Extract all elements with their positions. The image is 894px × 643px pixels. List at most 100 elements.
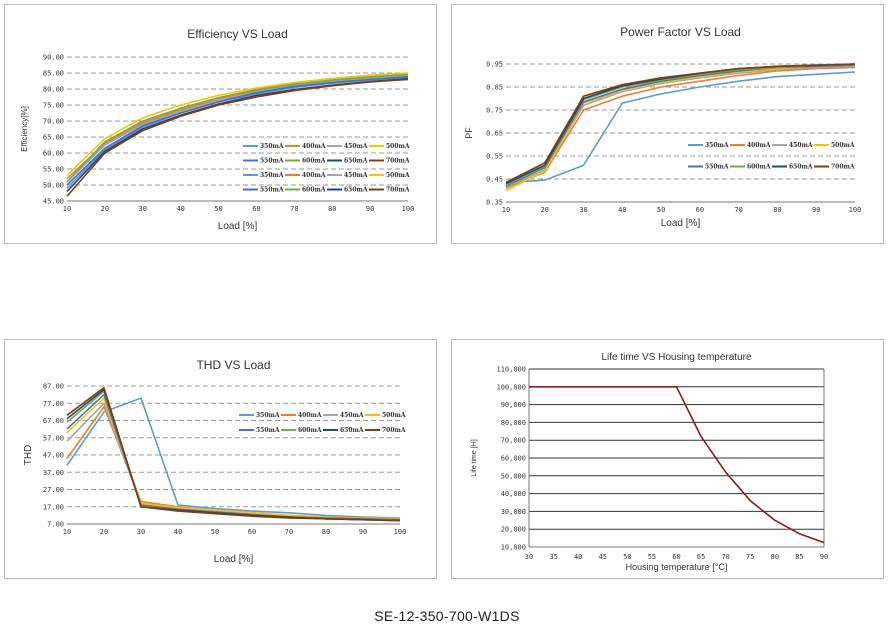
chart-title: THD VS Load bbox=[196, 358, 270, 372]
y-tick-label: 110,000 bbox=[496, 366, 526, 374]
y-tick-label: 0.75 bbox=[486, 107, 503, 115]
x-tick-label: 40 bbox=[174, 528, 182, 536]
x-tick-label: 75 bbox=[746, 553, 754, 561]
legend-label: 350mA bbox=[256, 412, 280, 419]
y-tick-label: 70,000 bbox=[501, 437, 526, 445]
legend-label: 500mA bbox=[386, 143, 410, 150]
y-tick-label: 50,000 bbox=[501, 472, 526, 480]
legend-label: 550mA bbox=[260, 187, 284, 194]
chart-title: Life time VS Housing temperature bbox=[601, 352, 752, 363]
power-factor-chart-panel: Power Factor VS Load 0.35 0.45 0.55 0.65 0.75… bbox=[451, 4, 884, 244]
legend-label: 700mA bbox=[382, 427, 406, 434]
x-tick-label: 40 bbox=[618, 206, 626, 214]
x-tick-label: 100 bbox=[849, 206, 862, 214]
lifetime-chart: Life time VS Housing temperature 10,000 20… bbox=[471, 352, 828, 572]
x-tick-label: 70 bbox=[734, 206, 742, 214]
y-tick-label: 0.65 bbox=[486, 130, 503, 138]
y-tick-label: 90.00 bbox=[43, 54, 64, 62]
x-tick-label: 30 bbox=[137, 528, 145, 536]
chart-title: Efficiency VS Load bbox=[187, 27, 288, 41]
y-tick-label: 0.45 bbox=[486, 176, 503, 184]
y-tick-label: 90,000 bbox=[501, 401, 526, 409]
y-tick-label: 50.00 bbox=[43, 182, 64, 190]
y-tick-label: 47.00 bbox=[43, 452, 64, 460]
legend-label: 450mA bbox=[344, 172, 368, 179]
x-tick-label: 80 bbox=[328, 205, 336, 213]
series-line-lifetime bbox=[529, 385, 825, 544]
y-tick-label: 37.00 bbox=[43, 469, 64, 477]
legend-label: 650mA bbox=[789, 164, 813, 171]
legend-label: 600mA bbox=[302, 158, 326, 165]
series-line-350mA bbox=[66, 397, 401, 519]
y-tick-label: 7.00 bbox=[47, 521, 64, 529]
y-tick-label: 10,000 bbox=[501, 544, 526, 552]
y-tick-label: 27.00 bbox=[43, 486, 64, 494]
legend-label: 650mA bbox=[344, 187, 368, 194]
y-tick-label: 45.00 bbox=[43, 198, 64, 206]
series-line-400mA bbox=[505, 66, 856, 189]
series-line-400mA bbox=[66, 405, 401, 520]
x-tick-label: 30 bbox=[579, 206, 587, 214]
y-tick-label: 85.00 bbox=[43, 70, 64, 78]
y-tick-label: 0.35 bbox=[486, 199, 503, 207]
series-line-450mA bbox=[66, 75, 409, 183]
x-tick-label: 10 bbox=[63, 528, 71, 536]
legend-label: 600mA bbox=[747, 164, 771, 171]
chart-title: Power Factor VS Load bbox=[620, 25, 741, 39]
series-line-600mA bbox=[66, 73, 409, 183]
legend-label: 550mA bbox=[256, 427, 280, 434]
y-tick-label: 0.85 bbox=[486, 84, 503, 92]
y-tick-label: 77.00 bbox=[43, 400, 64, 408]
x-tick-label: 40 bbox=[574, 553, 582, 561]
x-tick-label: 80 bbox=[771, 553, 779, 561]
x-tick-label: 10 bbox=[63, 205, 71, 213]
x-tick-label: 60 bbox=[696, 206, 704, 214]
y-tick-label: 55.00 bbox=[43, 166, 64, 174]
x-tick-label: 20 bbox=[541, 206, 549, 214]
y-tick-label: 0.55 bbox=[486, 153, 503, 161]
legend-label: 650mA bbox=[344, 158, 368, 165]
model-number: SE-12-350-700-W1DS bbox=[374, 608, 520, 624]
series-line-350mA bbox=[505, 71, 856, 184]
legend-label: 450mA bbox=[344, 143, 368, 150]
y-tick-label: 70.00 bbox=[43, 118, 64, 126]
legend-label: 500mA bbox=[382, 412, 406, 419]
y-axis-label: THD bbox=[23, 445, 34, 466]
legend-label: 400mA bbox=[298, 412, 322, 419]
x-tick-label: 50 bbox=[657, 206, 665, 214]
legend-label: 600mA bbox=[302, 187, 326, 194]
series-line-550mA bbox=[66, 76, 409, 186]
x-tick-label: 70 bbox=[285, 528, 293, 536]
lifetime-chart-panel: Life time VS Housing temperature 10,000 20… bbox=[451, 339, 884, 579]
x-tick-label: 30 bbox=[139, 205, 147, 213]
x-tick-label: 60 bbox=[672, 553, 680, 561]
thd-chart: THD VS Load 7.00 17.00 27.00 37.00 47.00 57.00… bbox=[23, 358, 406, 565]
series-line-600mA bbox=[66, 390, 401, 522]
legend-label: 600mA bbox=[298, 427, 322, 434]
y-tick-label: 57.00 bbox=[43, 434, 64, 442]
x-tick-label: 90 bbox=[812, 206, 820, 214]
power-factor-chart: Power Factor VS Load 0.35 0.45 0.55 0.65 0.75… bbox=[464, 25, 862, 229]
legend-label: 450mA bbox=[340, 412, 364, 419]
x-tick-label: 100 bbox=[402, 205, 415, 213]
x-tick-label: 50 bbox=[623, 553, 631, 561]
y-tick-label: 40,000 bbox=[501, 490, 526, 498]
series-line-700mA bbox=[505, 63, 856, 184]
legend-label: 550mA bbox=[260, 158, 284, 165]
x-tick-label: 55 bbox=[648, 553, 656, 561]
x-tick-label: 40 bbox=[176, 205, 184, 213]
x-tick-label: 70 bbox=[290, 205, 298, 213]
x-tick-label: 45 bbox=[599, 553, 607, 561]
x-axis-label: Load [%] bbox=[218, 221, 258, 232]
x-tick-label: 10 bbox=[502, 206, 510, 214]
x-tick-label: 65 bbox=[697, 553, 705, 561]
legend-label: 350mA bbox=[705, 142, 729, 149]
x-tick-label: 30 bbox=[525, 553, 533, 561]
x-tick-label: 80 bbox=[322, 528, 330, 536]
x-tick-label: 50 bbox=[211, 528, 219, 536]
y-tick-label: 60,000 bbox=[501, 455, 526, 463]
legend-label: 350mA bbox=[260, 143, 284, 150]
efficiency-chart: Efficiency VS Load 45.00 50.00 55.00 60.00 65… bbox=[20, 27, 415, 232]
x-tick-label: 20 bbox=[101, 205, 109, 213]
legend-label: 650mA bbox=[340, 427, 364, 434]
